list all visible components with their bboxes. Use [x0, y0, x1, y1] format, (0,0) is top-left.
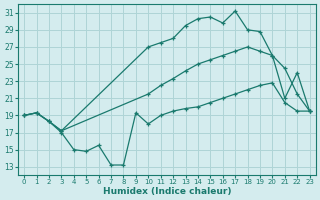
X-axis label: Humidex (Indice chaleur): Humidex (Indice chaleur) [103, 187, 231, 196]
